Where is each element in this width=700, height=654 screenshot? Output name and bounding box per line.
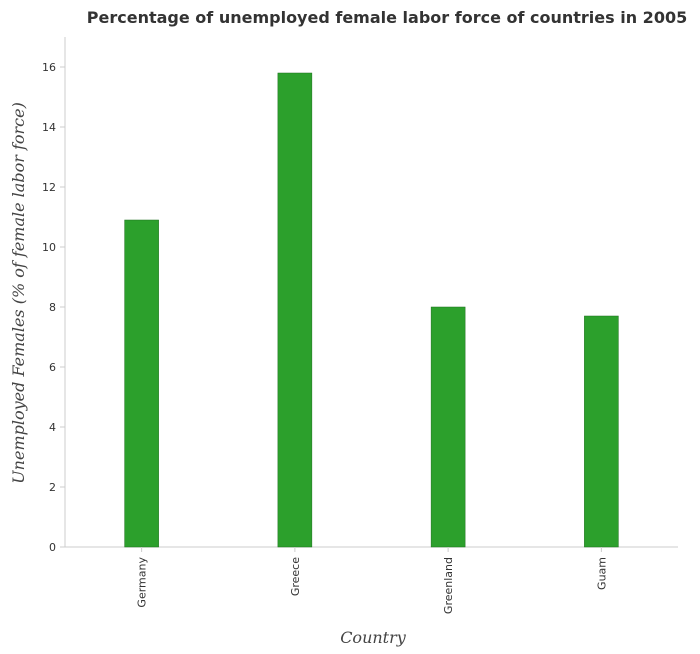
- y-axis-title: Unemployed Females (% of female labor fo…: [9, 102, 28, 484]
- x-tick-label: Guam: [595, 557, 608, 590]
- bar-greenland: [430, 306, 466, 548]
- chart-title: Percentage of unemployed female labor fo…: [87, 8, 687, 27]
- x-axis-title: Country: [340, 628, 407, 647]
- y-tick-label: 10: [42, 241, 56, 254]
- x-tick-label: Greenland: [442, 557, 455, 614]
- y-tick-label: 4: [49, 421, 56, 434]
- y-tick-label: 0: [49, 541, 56, 554]
- bar-guam: [584, 315, 619, 548]
- y-tick-label: 12: [42, 181, 56, 194]
- x-tick-label: Greece: [289, 557, 302, 596]
- bar-greece: [277, 72, 313, 548]
- bar-germany: [124, 219, 159, 548]
- x-tick-label: Germany: [136, 557, 149, 608]
- y-tick-label: 2: [49, 481, 56, 494]
- y-tick-label: 8: [49, 301, 56, 314]
- plot-area: 0 2 4 6 8 10 12 14 16 Germany Greece Greenland Guam: [42, 37, 678, 614]
- y-tick-label: 14: [42, 121, 56, 134]
- y-tick-label: 6: [49, 361, 56, 374]
- y-tick-label: 16: [42, 61, 56, 74]
